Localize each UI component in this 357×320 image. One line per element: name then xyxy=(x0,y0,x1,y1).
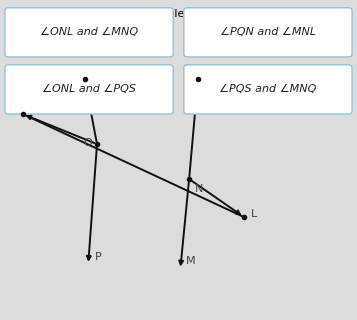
Text: Which angles are vertical angles?: Which angles are vertical angles? xyxy=(9,9,196,19)
Text: Q: Q xyxy=(83,138,92,148)
Text: ∠PQN and ∠MNL: ∠PQN and ∠MNL xyxy=(220,27,316,37)
FancyBboxPatch shape xyxy=(184,8,352,57)
Text: R: R xyxy=(82,84,90,94)
Text: ∠PQS and ∠MNQ: ∠PQS and ∠MNQ xyxy=(219,84,317,94)
Text: M: M xyxy=(186,256,195,266)
FancyBboxPatch shape xyxy=(5,8,173,57)
Text: S: S xyxy=(10,106,17,116)
Text: ∠ONL and ∠PQS: ∠ONL and ∠PQS xyxy=(42,84,136,94)
Text: O: O xyxy=(195,84,204,94)
Text: L: L xyxy=(251,209,257,219)
Text: P: P xyxy=(95,252,102,261)
FancyBboxPatch shape xyxy=(184,65,352,114)
Text: N: N xyxy=(195,184,203,194)
Text: ∠ONL and ∠MNQ: ∠ONL and ∠MNQ xyxy=(40,27,138,37)
FancyBboxPatch shape xyxy=(5,65,173,114)
